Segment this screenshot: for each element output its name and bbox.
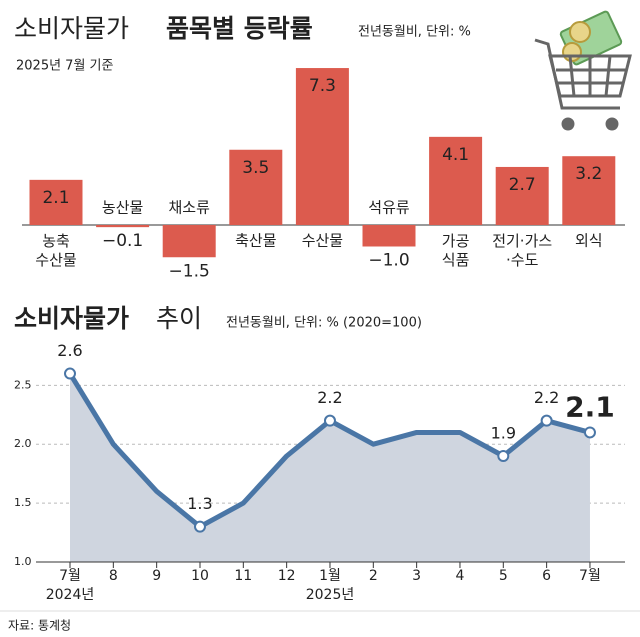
x-tick-label: 7월 2024년 <box>46 568 95 603</box>
x-tick-label: 7월 <box>579 568 601 584</box>
category-label: 석유류 <box>368 199 410 217</box>
bar <box>229 149 283 225</box>
x-tick-label: 2 <box>369 568 378 584</box>
data-label: 7.3 <box>309 76 336 96</box>
point <box>540 414 553 427</box>
point <box>497 450 510 462</box>
x-tick-label: 5 <box>499 568 508 584</box>
y-tick-label: 2.5 <box>14 378 32 391</box>
data-label: −0.1 <box>102 231 143 251</box>
bar <box>96 225 150 228</box>
y-tick-label: 1.5 <box>14 496 32 509</box>
chart-note: 2025년 7월 기준 <box>16 59 113 74</box>
x-tick-label: 10 <box>191 568 209 584</box>
y-tick-label: 2.0 <box>14 437 32 450</box>
chart-title-light: 추이 <box>156 304 202 333</box>
chart-subtitle: 전년동월비, 단위: % (2020=100) <box>226 316 422 331</box>
point <box>193 520 206 533</box>
x-tick-label: 12 <box>278 568 296 584</box>
bar <box>295 68 349 225</box>
category-label: 축산물 <box>235 232 276 250</box>
category-label: 채소류 <box>168 199 210 217</box>
category-label: 외식 <box>575 232 603 250</box>
x-tick-label: 9 <box>152 568 161 584</box>
bar <box>362 225 416 247</box>
bar <box>495 166 549 225</box>
category-label: 수산물 <box>302 232 343 250</box>
data-label: 2.1 <box>42 188 69 208</box>
data-label: 2.6 <box>57 341 82 360</box>
data-label: 2.2 <box>317 388 342 407</box>
chart-subtitle: 전년동월비, 단위: % <box>358 25 471 40</box>
bar <box>29 179 83 225</box>
x-tick-label: 4 <box>456 568 465 584</box>
data-label: −1.0 <box>368 251 409 271</box>
data-label: 3.5 <box>242 158 269 178</box>
category-label: 전기·가스 ·수도 <box>492 232 552 269</box>
y-tick-label: 1.0 <box>14 555 32 568</box>
data-label: 2.7 <box>509 175 536 195</box>
x-tick-label: 6 <box>542 568 551 584</box>
x-tick-label: 8 <box>109 568 118 584</box>
cart-icon <box>534 10 632 131</box>
data-label: 2.1 <box>565 390 615 423</box>
data-label: 1.9 <box>491 424 516 443</box>
chart-title-bold: 소비자물가 <box>14 304 129 333</box>
chart-title-bold: 품목별 등락률 <box>166 14 313 43</box>
chart-title-light: 소비자물가 <box>14 14 129 43</box>
bar <box>562 156 616 225</box>
data-label: 2.2 <box>534 388 559 407</box>
x-tick-label: 1월 2025년 <box>306 568 355 603</box>
x-tick-label: 11 <box>234 568 252 584</box>
data-label: 1.3 <box>187 494 212 513</box>
data-label: 3.2 <box>575 164 602 184</box>
point <box>64 367 76 380</box>
area <box>70 373 590 562</box>
data-label: 4.1 <box>442 145 469 165</box>
bar <box>429 136 483 225</box>
x-tick-label: 3 <box>412 568 421 584</box>
source: 자료: 통계청 <box>8 619 71 633</box>
point <box>583 426 596 439</box>
category-label: 농산물 <box>102 199 143 217</box>
bar <box>162 225 216 258</box>
category-label: 가공 식품 <box>442 232 470 269</box>
data-label: −1.5 <box>169 261 210 281</box>
category-label: 농축 수산물 <box>35 232 76 269</box>
point <box>323 414 336 427</box>
